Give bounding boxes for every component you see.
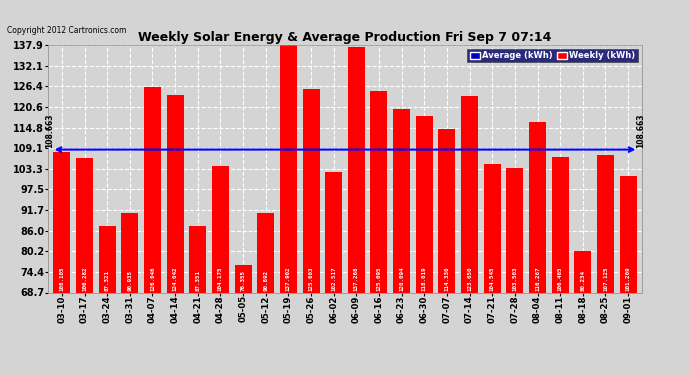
Bar [416, 116, 433, 292]
Text: 104.545: 104.545 [490, 266, 495, 291]
Bar [506, 168, 523, 292]
Text: 106.465: 106.465 [558, 266, 562, 291]
Text: 123.650: 123.650 [467, 266, 472, 291]
Text: 103.503: 103.503 [513, 266, 518, 291]
Text: 125.603: 125.603 [308, 266, 313, 291]
Bar [371, 91, 388, 292]
Bar [189, 226, 206, 292]
Bar [53, 152, 70, 292]
Bar [348, 47, 365, 292]
Bar [302, 89, 319, 292]
Bar [484, 164, 501, 292]
Bar [121, 213, 138, 292]
Text: 106.282: 106.282 [82, 266, 87, 291]
Text: 90.892: 90.892 [263, 270, 268, 291]
Bar [393, 109, 410, 292]
Bar [257, 213, 274, 292]
Text: 104.175: 104.175 [218, 266, 223, 291]
Text: 102.517: 102.517 [331, 266, 336, 291]
Bar [461, 96, 478, 292]
Text: 120.094: 120.094 [399, 266, 404, 291]
Bar [325, 171, 342, 292]
Text: 80.234: 80.234 [580, 270, 585, 291]
Bar [529, 122, 546, 292]
Text: 137.268: 137.268 [354, 266, 359, 291]
Text: 114.336: 114.336 [444, 266, 449, 291]
Bar [167, 94, 184, 292]
Text: 126.046: 126.046 [150, 266, 155, 291]
Legend: Average (kWh), Weekly (kWh): Average (kWh), Weekly (kWh) [467, 49, 638, 62]
Text: 125.095: 125.095 [377, 266, 382, 291]
Bar [597, 155, 614, 292]
Bar [620, 176, 637, 292]
Bar [99, 226, 116, 292]
Text: 137.902: 137.902 [286, 266, 291, 291]
Text: 118.019: 118.019 [422, 266, 427, 291]
Bar [235, 265, 252, 292]
Bar [76, 158, 93, 292]
Text: 90.935: 90.935 [128, 270, 132, 291]
Text: 108.105: 108.105 [59, 266, 64, 291]
Bar [280, 45, 297, 292]
Text: 108.663: 108.663 [636, 113, 645, 148]
Text: 87.351: 87.351 [195, 270, 200, 291]
Text: 107.125: 107.125 [603, 266, 608, 291]
Bar [212, 166, 229, 292]
Bar [144, 87, 161, 292]
Text: 87.321: 87.321 [105, 270, 110, 291]
Title: Weekly Solar Energy & Average Production Fri Sep 7 07:14: Weekly Solar Energy & Average Production… [138, 31, 552, 44]
Bar [552, 158, 569, 292]
Text: 116.267: 116.267 [535, 266, 540, 291]
Text: 101.209: 101.209 [626, 266, 631, 291]
Text: 124.042: 124.042 [172, 266, 177, 291]
Text: 108.663: 108.663 [45, 113, 54, 148]
Bar [574, 251, 591, 292]
Text: Copyright 2012 Cartronics.com: Copyright 2012 Cartronics.com [7, 26, 126, 35]
Text: 76.355: 76.355 [241, 270, 246, 291]
Bar [438, 129, 455, 292]
